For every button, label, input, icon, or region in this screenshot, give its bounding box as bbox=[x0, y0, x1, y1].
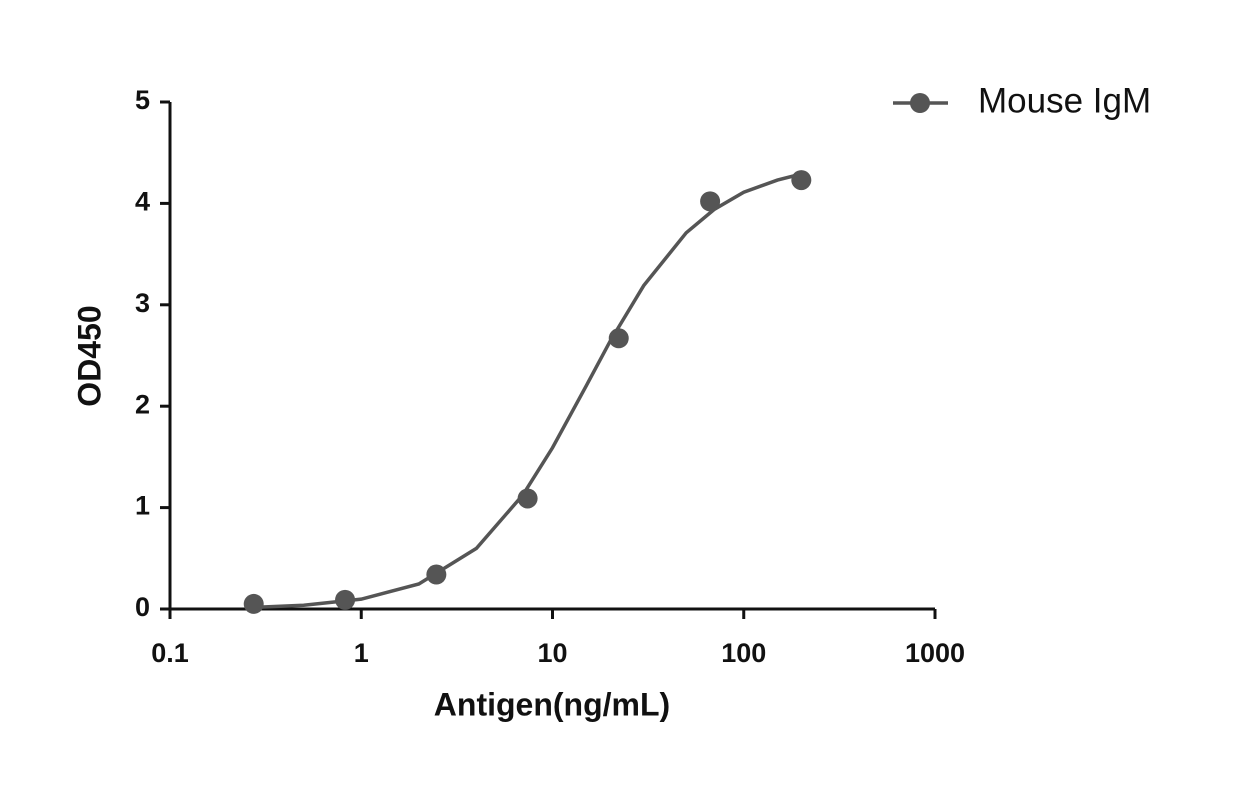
y-tick-label: 0 bbox=[135, 592, 150, 622]
data-point bbox=[608, 328, 629, 349]
y-axis-title: OD450 bbox=[71, 305, 107, 406]
x-tick-label: 1 bbox=[354, 638, 369, 668]
y-tick-label: 3 bbox=[135, 288, 150, 318]
data-point bbox=[700, 191, 721, 212]
data-point bbox=[517, 488, 538, 509]
y-tick-label: 4 bbox=[135, 187, 150, 217]
data-point bbox=[335, 589, 356, 610]
legend-label: Mouse IgM bbox=[978, 81, 1151, 120]
y-tick-label: 2 bbox=[135, 389, 150, 419]
x-tick-label: 1000 bbox=[905, 638, 965, 668]
data-point bbox=[426, 564, 447, 585]
x-axis-title: Antigen(ng/mL) bbox=[434, 686, 670, 722]
y-tick-label: 5 bbox=[135, 85, 150, 115]
x-tick-label: 100 bbox=[721, 638, 766, 668]
y-tick-label: 1 bbox=[135, 491, 150, 521]
legend-marker bbox=[910, 93, 930, 113]
fit-curve bbox=[253, 172, 802, 610]
x-tick-label: 0.1 bbox=[151, 638, 189, 668]
data-point bbox=[243, 593, 264, 614]
x-tick-label: 10 bbox=[537, 638, 567, 668]
data-point bbox=[791, 170, 812, 191]
